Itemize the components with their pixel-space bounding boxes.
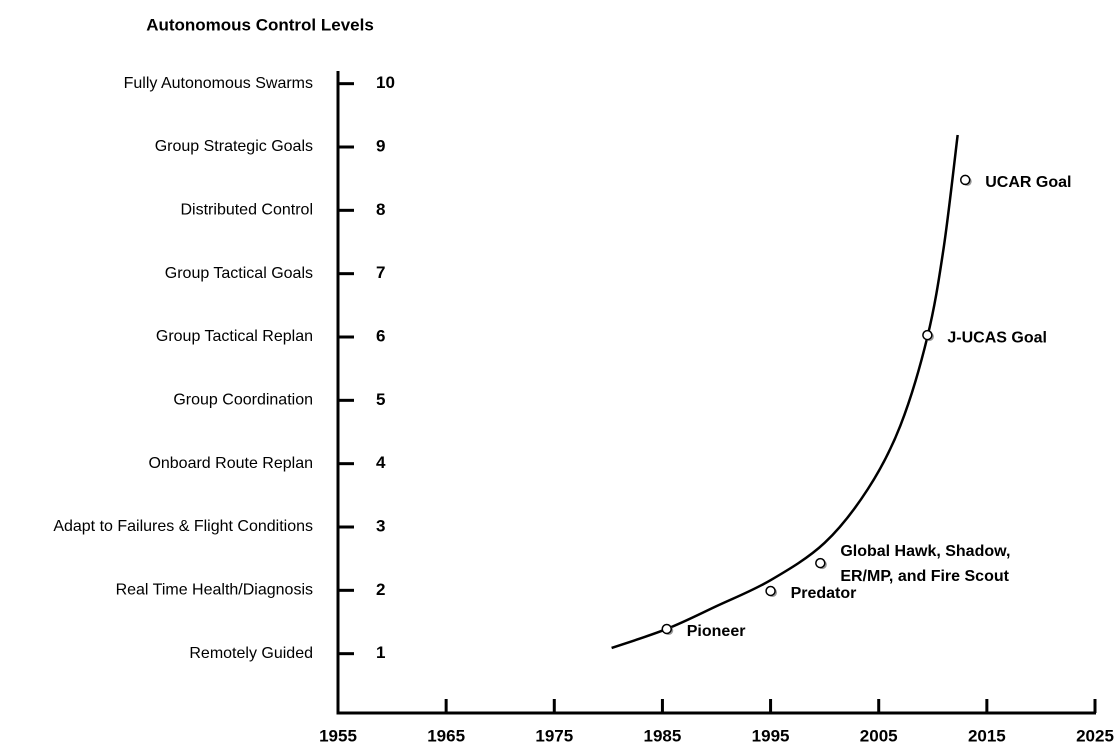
point [959,174,971,186]
x-tick-label: 1995 [752,726,790,745]
trend-curve [611,134,959,650]
point [815,557,826,569]
x-tick-label: 1965 [427,726,465,745]
y-tick-label: 5 [376,390,385,409]
y-tick-label: 2 [376,580,385,599]
y-tick-label: 9 [376,136,385,155]
point-label: Predator [791,585,857,602]
x-tick-label: 2005 [860,726,898,745]
level-label: Onboard Route Replan [148,455,313,472]
y-tick-label: 1 [376,643,385,662]
y-tick-label: 8 [376,200,385,219]
y-tick-label: 6 [376,326,385,345]
point-label: UCAR Goal [985,174,1071,191]
level-label: Remotely Guided [189,645,313,662]
y-tick-label: 10 [376,73,395,92]
level-label: Group Tactical Goals [165,265,313,282]
level-label: Distributed Control [181,202,314,219]
level-label: Real Time Health/Diagnosis [116,582,313,599]
level-label: Group Strategic Goals [155,138,313,155]
point [765,585,776,597]
x-tick-label: 1985 [644,726,682,745]
level-label: Fully Autonomous Swarms [124,75,313,92]
x-tick-label: 2025 [1076,726,1114,745]
x-tick-label: 2015 [968,726,1006,745]
level-label: Adapt to Failures & Flight Conditions [53,518,313,535]
y-tick-label: 3 [376,516,385,535]
chart-title: Autonomous Control Levels [146,15,374,34]
point-label: Pioneer [687,623,746,640]
level-label: Group Tactical Replan [156,328,313,345]
point [661,623,673,635]
point-label: J-UCAS Goal [947,329,1047,346]
y-tick-label: 7 [376,263,385,282]
x-tick-label: 1975 [535,726,573,745]
point [922,329,933,341]
point-label: Global Hawk, Shadow, [840,543,1010,560]
level-label: Group Coordination [173,392,313,409]
point-label: ER/MP, and Fire Scout [840,568,1009,585]
y-tick-label: 4 [376,453,386,472]
x-tick-label: 1955 [319,726,357,745]
